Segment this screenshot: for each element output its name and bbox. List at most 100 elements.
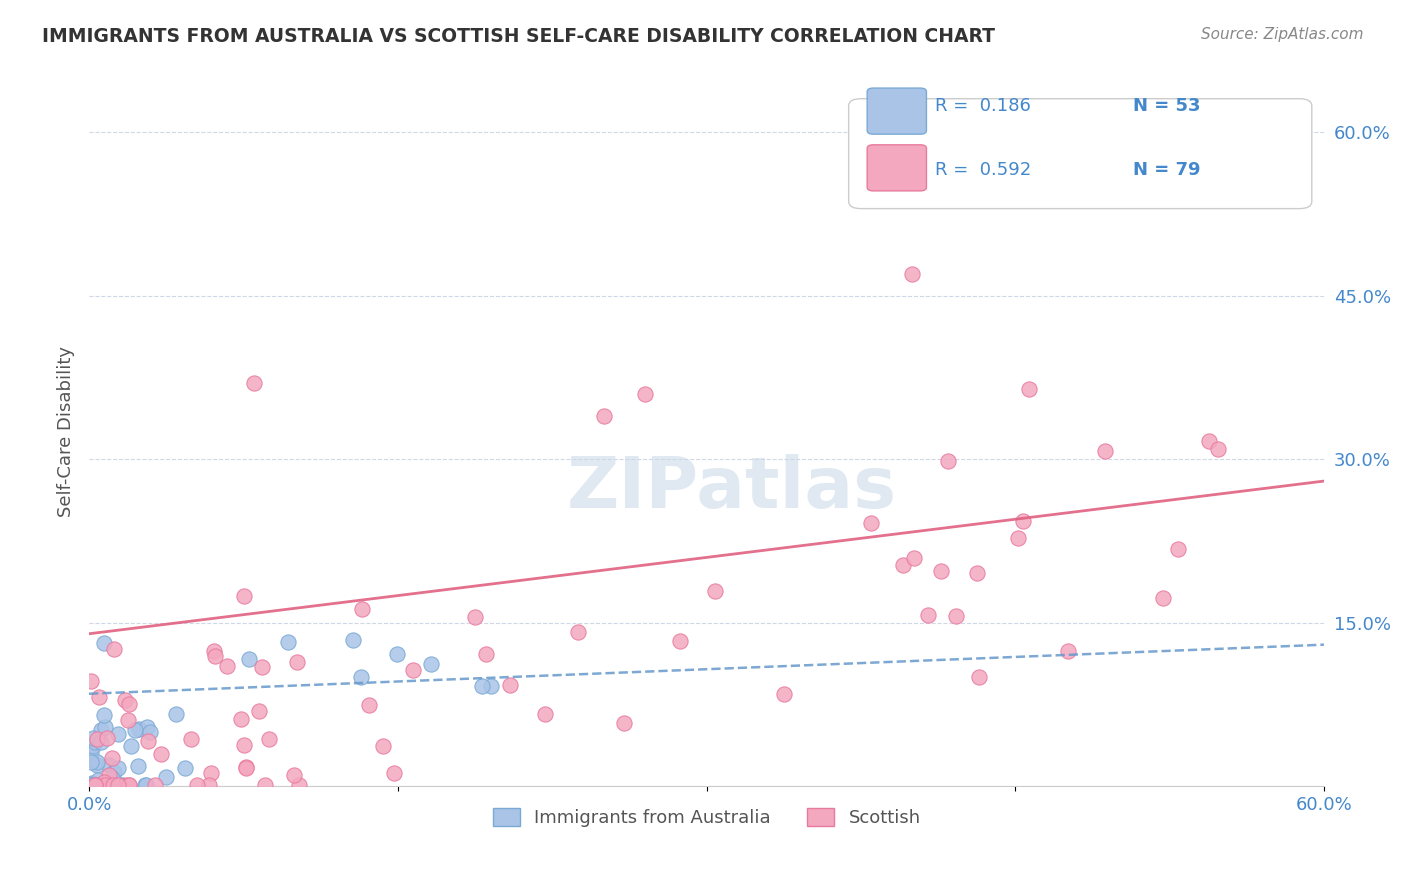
Scottish (101, 778, 124, 792)
Immigrants from Australia (155, 770, 177, 784)
Scottish (200, 765, 222, 780)
Scottish (231, 712, 253, 726)
Scottish (945, 609, 967, 624)
Immigrants from Australia (101, 771, 124, 785)
Scottish (1198, 434, 1220, 448)
Scottish (1206, 442, 1229, 456)
Immigrants from Australia (82, 731, 104, 745)
Immigrants from Australia (108, 778, 131, 792)
Scottish (101, 751, 124, 765)
Scottish (233, 589, 256, 603)
Immigrants from Australia (107, 761, 129, 775)
Immigrants from Australia (100, 778, 122, 792)
Scottish (118, 778, 141, 792)
Scottish (249, 704, 271, 718)
Scottish (612, 716, 634, 731)
Scottish (198, 778, 221, 792)
Immigrants from Australia (90, 723, 112, 738)
Immigrants from Australia (87, 772, 110, 787)
Scottish (859, 516, 882, 530)
FancyBboxPatch shape (868, 145, 927, 191)
Scottish (235, 759, 257, 773)
Scottish (1011, 514, 1033, 528)
Scottish (288, 778, 311, 792)
Scottish (93, 778, 115, 792)
Immigrants from Australia (87, 778, 110, 792)
Immigrants from Australia (350, 670, 373, 684)
Text: R =  0.186: R = 0.186 (935, 97, 1031, 115)
Immigrants from Australia (83, 735, 105, 749)
Text: N = 53: N = 53 (1133, 97, 1201, 115)
Scottish (352, 602, 374, 616)
Scottish (1018, 383, 1040, 397)
Scottish (98, 768, 121, 782)
Scottish (136, 733, 159, 747)
Immigrants from Australia (80, 739, 103, 753)
Scottish (252, 659, 274, 673)
Scottish (103, 641, 125, 656)
Immigrants from Australia (93, 636, 115, 650)
Scottish (704, 583, 727, 598)
Immigrants from Australia (103, 765, 125, 780)
Scottish (967, 670, 990, 684)
Immigrants from Australia (385, 647, 408, 661)
Scottish (359, 698, 381, 712)
Immigrants from Australia (342, 632, 364, 647)
Scottish (773, 687, 796, 701)
Scottish (1057, 643, 1080, 657)
Immigrants from Australia (83, 778, 105, 792)
Scottish (186, 778, 208, 792)
Immigrants from Australia (93, 778, 115, 792)
Immigrants from Australia (82, 778, 104, 792)
Immigrants from Australia (82, 775, 104, 789)
Immigrants from Australia (80, 755, 103, 769)
Immigrants from Australia (128, 723, 150, 737)
Immigrants from Australia (471, 679, 494, 693)
Scottish (202, 643, 225, 657)
Scottish (283, 768, 305, 782)
Immigrants from Australia (135, 778, 157, 792)
Scottish (107, 778, 129, 792)
Scottish (891, 558, 914, 572)
Scottish (233, 739, 256, 753)
Immigrants from Australia (90, 735, 112, 749)
Scottish (1007, 532, 1029, 546)
Legend: Immigrants from Australia, Scottish: Immigrants from Australia, Scottish (485, 800, 928, 834)
Immigrants from Australia (80, 778, 103, 792)
Scottish (285, 656, 308, 670)
Text: R =  0.592: R = 0.592 (935, 161, 1032, 178)
Scottish (93, 775, 115, 789)
Scottish (215, 659, 238, 673)
Immigrants from Australia (479, 679, 502, 693)
Scottish (567, 624, 589, 639)
Immigrants from Australia (98, 758, 121, 772)
Immigrants from Australia (420, 657, 443, 671)
Scottish (1107, 179, 1129, 194)
Text: Source: ZipAtlas.com: Source: ZipAtlas.com (1201, 27, 1364, 42)
Scottish (89, 690, 111, 704)
Immigrants from Australia (120, 739, 142, 753)
Immigrants from Australia (93, 707, 115, 722)
Scottish (668, 633, 690, 648)
Scottish (117, 697, 139, 711)
Scottish (1152, 591, 1174, 606)
Scottish (235, 761, 257, 775)
Immigrants from Australia (134, 778, 156, 792)
Immigrants from Australia (107, 727, 129, 741)
Scottish (903, 551, 925, 566)
Immigrants from Australia (124, 723, 146, 737)
Scottish (1094, 443, 1116, 458)
Scottish (371, 739, 394, 753)
Text: N = 79: N = 79 (1133, 161, 1201, 178)
Scottish (80, 673, 103, 688)
Scottish (114, 693, 136, 707)
Immigrants from Australia (173, 761, 195, 775)
Scottish (634, 386, 657, 401)
Scottish (150, 747, 173, 762)
Immigrants from Australia (93, 778, 115, 792)
Scottish (464, 610, 486, 624)
Immigrants from Australia (80, 746, 103, 760)
Text: IMMIGRANTS FROM AUSTRALIA VS SCOTTISH SELF-CARE DISABILITY CORRELATION CHART: IMMIGRANTS FROM AUSTRALIA VS SCOTTISH SE… (42, 27, 995, 45)
Scottish (382, 765, 405, 780)
Scottish (259, 732, 281, 747)
